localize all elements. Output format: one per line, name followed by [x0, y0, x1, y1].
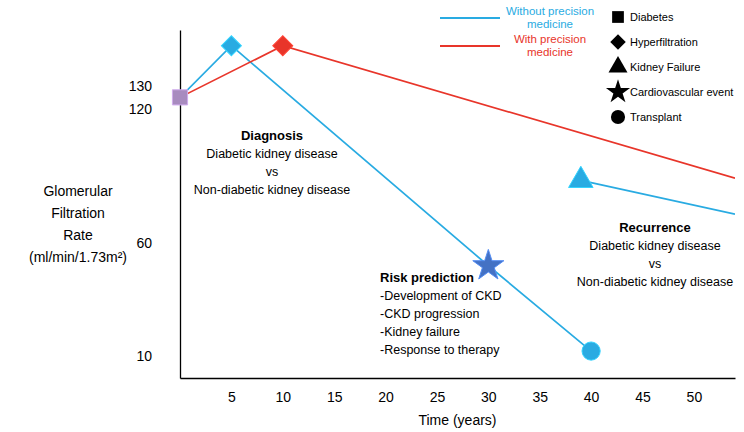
- event-marker: [473, 249, 504, 279]
- x-tick: 10: [275, 378, 291, 405]
- annotations: Diagnosis Diabetic kidney disease vs Non-di…: [194, 128, 733, 357]
- legend-label: Without precisionmedicine: [506, 5, 594, 30]
- legend-label: Cardiovascular event: [630, 86, 733, 98]
- legend: Without precisionmedicineWith precisionm…: [440, 5, 733, 124]
- annotation-title: Diagnosis: [241, 128, 303, 143]
- y-tick-label: 10: [136, 348, 152, 364]
- y-axis-title-line: Glomerular: [43, 183, 113, 199]
- legend-swatch: [440, 45, 500, 47]
- legend-marker: [606, 79, 630, 102]
- x-tick-label: 50: [687, 389, 703, 405]
- legend-label-line: With precision: [514, 33, 586, 45]
- x-tick-label: 15: [327, 389, 343, 405]
- legend-label: With precisionmedicine: [514, 33, 586, 58]
- y-tick-label: 120: [129, 101, 153, 117]
- legend-label-line: medicine: [527, 18, 573, 30]
- x-tick: 35: [532, 378, 548, 405]
- series-line: [180, 46, 735, 178]
- legend-label: Transplant: [630, 111, 682, 123]
- x-tick-label: 5: [228, 389, 236, 405]
- legend-marker: [610, 34, 625, 49]
- x-tick-label: 30: [481, 389, 497, 405]
- series-line: [180, 46, 735, 351]
- x-tick: 45: [635, 378, 651, 405]
- y-tick: 10: [136, 348, 180, 364]
- x-tick-label: 25: [430, 389, 446, 405]
- legend-marker: [611, 110, 625, 124]
- x-tick-label: 10: [275, 389, 291, 405]
- annotation-title: Recurrence: [619, 220, 691, 235]
- x-tick: 40: [584, 378, 600, 405]
- x-tick: 30: [481, 378, 497, 405]
- legend-label: Kidney Failure: [630, 61, 700, 73]
- annotation-line: -Kidney failure: [380, 325, 460, 339]
- x-tick: 5: [228, 378, 236, 405]
- legend-label-line: Without precision: [506, 5, 594, 17]
- chart: 5 10 15 20 25 30 35 40 45 50 10 60 120 130 Glomerular F…: [0, 0, 744, 432]
- legend-marker: [609, 56, 628, 72]
- y-tick-label: 130: [129, 78, 153, 94]
- y-axis-title-line: Rate: [63, 227, 93, 243]
- legend-marker: [612, 11, 624, 23]
- x-tick-label: 45: [635, 389, 651, 405]
- y-axis-line: [180, 31, 181, 379]
- y-axis-title: Glomerular Filtration Rate (ml/min/1.73m²): [29, 183, 127, 265]
- event-marker: [569, 166, 594, 187]
- legend-label-line: medicine: [527, 46, 573, 58]
- annotation-line: Diabetic kidney disease: [589, 239, 720, 253]
- x-axis: 5 10 15 20 25 30 35 40 45 50: [181, 378, 736, 405]
- event-marker: [582, 342, 600, 360]
- x-axis-title: Time (years): [418, 412, 496, 428]
- annotation-line: -CKD progression: [380, 307, 479, 321]
- x-tick: 50: [687, 378, 703, 405]
- annotation-line: Non-diabetic kidney disease: [577, 275, 733, 289]
- event-marker: [221, 36, 241, 56]
- legend-label: Hyperfiltration: [630, 36, 698, 48]
- legend-swatch: [440, 17, 500, 19]
- x-tick-label: 20: [378, 389, 394, 405]
- annotation-line: Non-diabetic kidney disease: [194, 183, 350, 197]
- event-marker: [172, 90, 187, 105]
- y-axis-title-line: Filtration: [51, 205, 105, 221]
- y-axis-title-line: (ml/min/1.73m²): [29, 249, 127, 265]
- x-tick: 20: [378, 378, 394, 405]
- x-axis-line: [181, 378, 736, 379]
- x-tick-label: 35: [532, 389, 548, 405]
- annotation-title: Risk prediction: [380, 270, 474, 285]
- legend-label: Diabetes: [630, 11, 674, 23]
- y-tick: 60: [136, 235, 180, 251]
- x-tick: 15: [327, 378, 343, 405]
- points: [172, 36, 600, 360]
- lines: [180, 46, 735, 351]
- x-tick-label: 40: [584, 389, 600, 405]
- annotation-line: -Development of CKD: [380, 289, 502, 303]
- x-tick: 25: [430, 378, 446, 405]
- y-axis: 10 60 120 130: [129, 31, 181, 379]
- annotation-line: Diabetic kidney disease: [206, 147, 337, 161]
- event-marker: [273, 36, 293, 56]
- annotation-line: -Response to therapy: [380, 343, 500, 357]
- annotation-line: vs: [266, 165, 279, 179]
- annotation-line: vs: [649, 257, 662, 271]
- y-tick-label: 60: [136, 235, 152, 251]
